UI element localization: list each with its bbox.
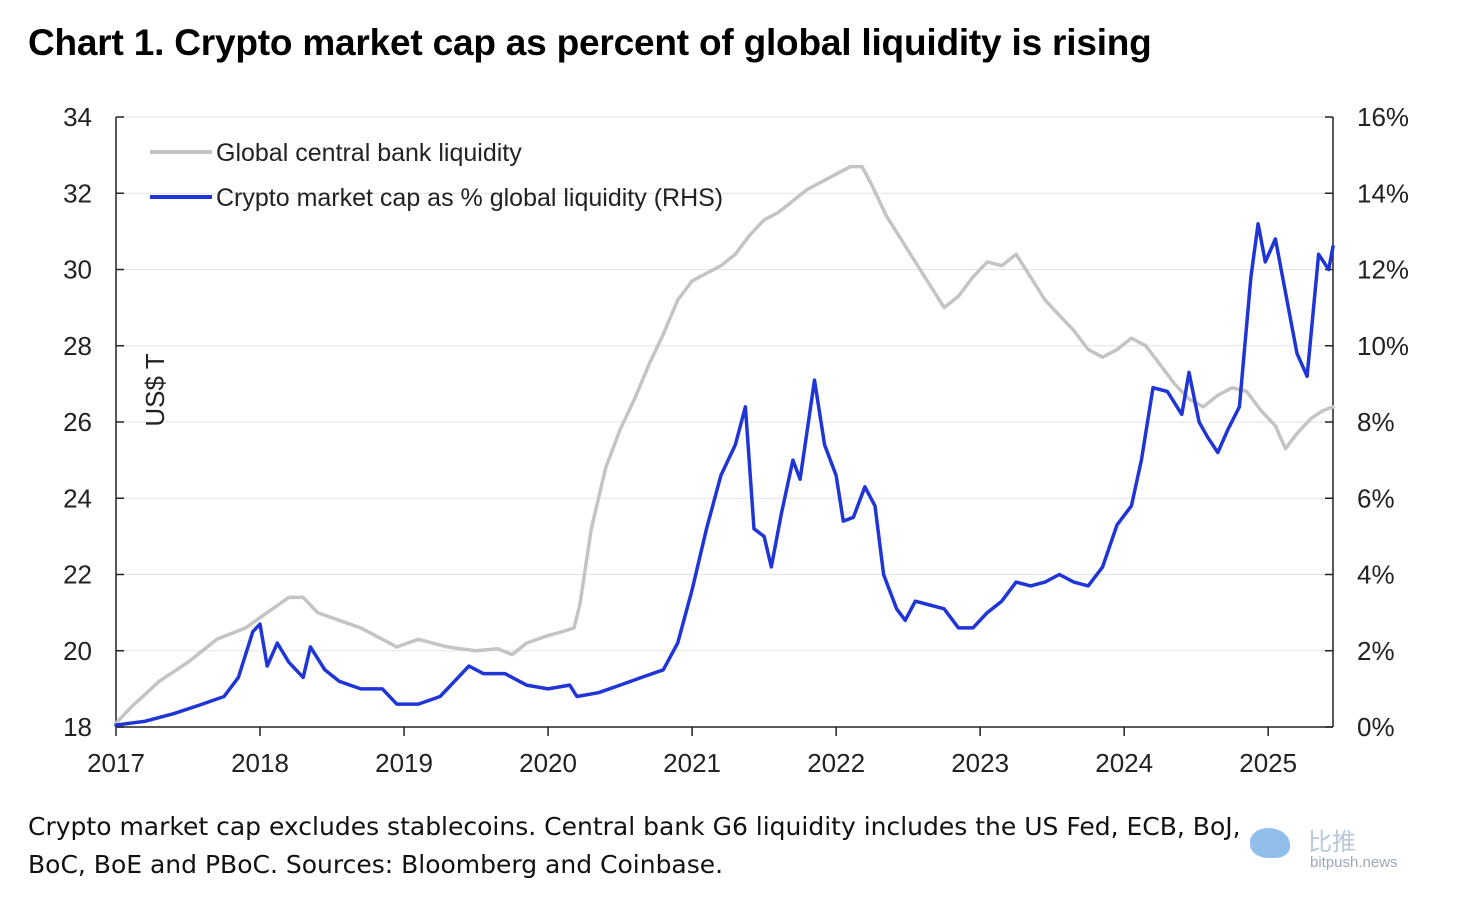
- x-tick-label: 2019: [375, 748, 433, 778]
- x-tick-label: 2018: [231, 748, 289, 778]
- y-right-tick-label: 16%: [1357, 102, 1409, 132]
- y-left-tick-label: 34: [63, 102, 92, 132]
- y-right-tick-label: 8%: [1357, 407, 1395, 437]
- y-left-tick-label: 18: [63, 712, 92, 742]
- x-tick-label: 2025: [1239, 748, 1297, 778]
- bird-logo-icon: [1250, 828, 1290, 858]
- y-right-tick-label: 10%: [1357, 331, 1409, 361]
- watermark-cn: 比推: [1308, 828, 1356, 856]
- series-line-crypto-pct: [114, 222, 1335, 727]
- y-left-tick-label: 30: [63, 255, 92, 285]
- chart-title: Chart 1. Crypto market cap as percent of…: [28, 22, 1152, 63]
- x-tick-label: 2021: [663, 748, 721, 778]
- series-line-liquidity: [114, 164, 1335, 725]
- y-left-tick-label: 20: [63, 636, 92, 666]
- y-right-tick-label: 12%: [1357, 255, 1409, 285]
- y-left-tick-label: 26: [63, 407, 92, 437]
- x-tick-label: 2017: [87, 748, 145, 778]
- y-right-tick-label: 14%: [1357, 178, 1409, 208]
- legend-label: Crypto market cap as % global liquidity …: [216, 184, 723, 212]
- y-left-tick-label: 32: [63, 178, 92, 208]
- x-tick-label: 2022: [807, 748, 865, 778]
- y-left-tick-label: 24: [63, 483, 92, 513]
- x-tick-label: 2020: [519, 748, 577, 778]
- watermark-en: bitpush.news: [1310, 854, 1398, 871]
- y-axis-label-left: US$ T: [140, 353, 170, 426]
- y-right-tick-label: 2%: [1357, 636, 1395, 666]
- y-right-tick-label: 0%: [1357, 712, 1395, 742]
- x-tick-label: 2023: [951, 748, 1009, 778]
- y-right-tick-label: 4%: [1357, 560, 1395, 590]
- chart-footnote: Crypto market cap excludes stablecoins. …: [28, 808, 1438, 884]
- gridlines: [116, 116, 1333, 652]
- axes: 1820222426283032340%2%4%6%8%10%12%14%16%…: [63, 102, 1409, 778]
- footnote-line-1: Crypto market cap excludes stablecoins. …: [28, 812, 1241, 841]
- series-lines: [114, 164, 1335, 727]
- legend-label: Global central bank liquidity: [216, 139, 522, 167]
- footnote-line-2: BoC, BoE and PBoC. Sources: Bloomberg an…: [28, 850, 724, 879]
- legend: Global central bank liquidity Crypto mark…: [150, 139, 723, 212]
- x-tick-label: 2024: [1095, 748, 1153, 778]
- line-chart: 1820222426283032340%2%4%6%8%10%12%14%16%…: [63, 102, 1409, 778]
- watermark: 比推 bitpush.news: [1250, 822, 1420, 872]
- y-left-tick-label: 22: [63, 560, 92, 590]
- y-left-tick-label: 28: [63, 331, 92, 361]
- y-right-tick-label: 6%: [1357, 483, 1395, 513]
